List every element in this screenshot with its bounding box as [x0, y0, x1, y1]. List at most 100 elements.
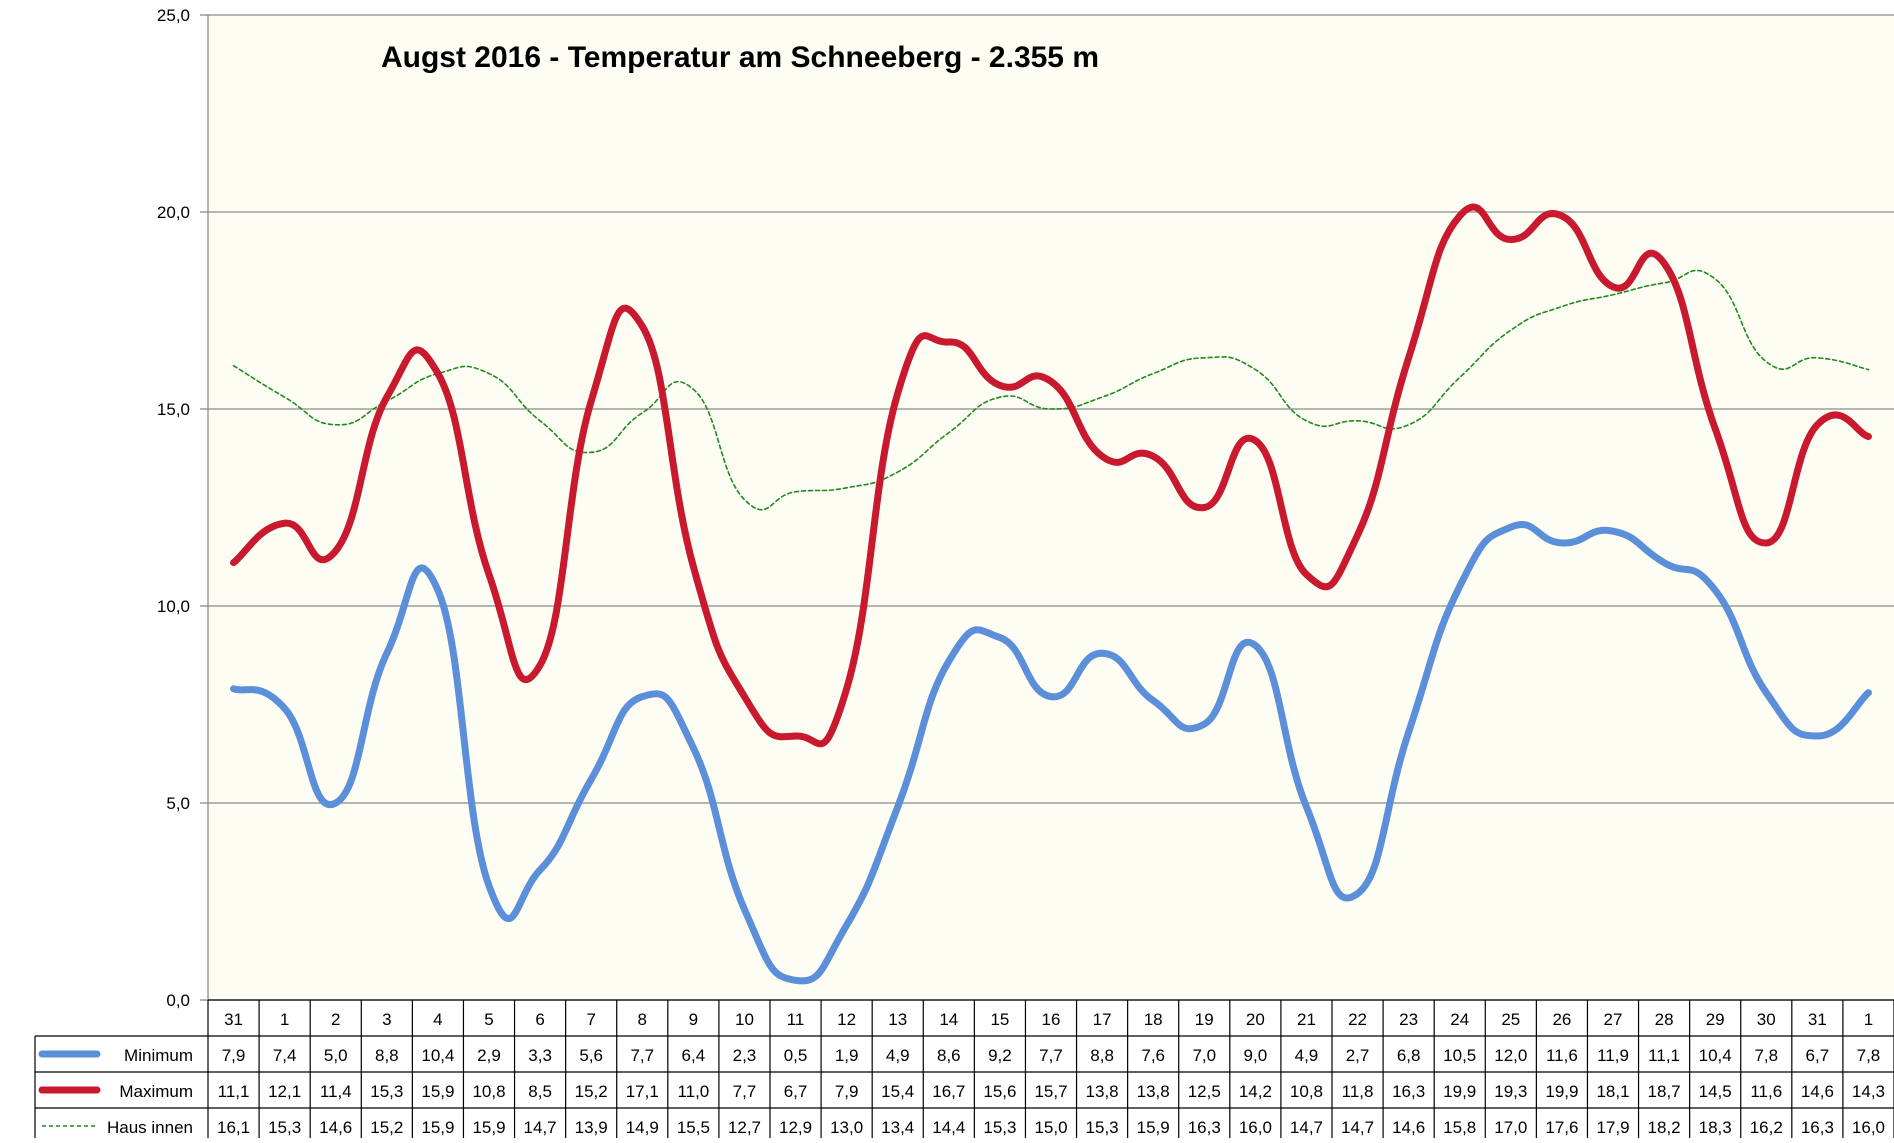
table-cell: 15,0	[1034, 1118, 1067, 1137]
table-cell: 7,7	[630, 1046, 654, 1065]
chart-title: Augst 2016 - Temperatur am Schneeberg - …	[381, 41, 1099, 74]
table-cell: 11,4	[320, 1082, 352, 1101]
table-cell: 14,4	[932, 1118, 965, 1137]
table-cell: 12,0	[1494, 1046, 1527, 1065]
y-tick-label: 25,0	[157, 6, 190, 25]
table-cell: 15,6	[983, 1082, 1016, 1101]
table-cell: 7,6	[1141, 1046, 1165, 1065]
category-label: 25	[1501, 1010, 1520, 1029]
table-cell: 14,7	[524, 1118, 557, 1137]
table-cell: 14,2	[1239, 1082, 1272, 1101]
y-tick-label: 0,0	[166, 991, 190, 1010]
table-cell: 10,4	[421, 1046, 454, 1065]
table-cell: 7,9	[835, 1082, 859, 1101]
table-cell: 16,3	[1188, 1118, 1221, 1137]
table-cell: 15,8	[1443, 1118, 1476, 1137]
table-cell: 12,9	[779, 1118, 812, 1137]
table-cell: 15,9	[1137, 1118, 1170, 1137]
table-cell: 2,9	[477, 1046, 501, 1065]
table-cell: 8,5	[528, 1082, 552, 1101]
table-cell: 7,9	[222, 1046, 246, 1065]
table-cell: 15,9	[421, 1082, 454, 1101]
table-cell: 11,1	[1648, 1046, 1680, 1065]
category-label: 16	[1042, 1010, 1061, 1029]
category-label: 12	[837, 1010, 856, 1029]
table-cell: 14,6	[319, 1118, 352, 1137]
table-cell: 15,3	[1086, 1118, 1119, 1137]
table-cell: 3,3	[528, 1046, 552, 1065]
table-cell: 18,7	[1648, 1082, 1681, 1101]
table-cell: 15,4	[881, 1082, 914, 1101]
y-tick-label: 15,0	[157, 400, 190, 419]
table-cell: 14,7	[1341, 1118, 1374, 1137]
category-label: 21	[1297, 1010, 1316, 1029]
category-label: 7	[586, 1010, 595, 1029]
table-cell: 9,2	[988, 1046, 1012, 1065]
category-label: 30	[1757, 1010, 1776, 1029]
table-cell: 7,8	[1857, 1046, 1881, 1065]
table-cell: 16,2	[1750, 1118, 1783, 1137]
table-cell: 16,7	[932, 1082, 965, 1101]
table-cell: 11,6	[1546, 1046, 1578, 1065]
table-cell: 18,3	[1699, 1118, 1732, 1137]
y-tick-label: 5,0	[166, 794, 190, 813]
table-cell: 15,7	[1034, 1082, 1067, 1101]
table-cell: 0,5	[784, 1046, 808, 1065]
table-cell: 15,5	[677, 1118, 710, 1137]
table-cell: 1,9	[835, 1046, 859, 1065]
category-label: 26	[1552, 1010, 1571, 1029]
table-cell: 10,8	[1290, 1082, 1323, 1101]
category-label: 4	[433, 1010, 442, 1029]
table-cell: 6,7	[1806, 1046, 1830, 1065]
table-cell: 16,0	[1852, 1118, 1885, 1137]
table-cell: 16,0	[1239, 1118, 1272, 1137]
table-cell: 16,3	[1801, 1118, 1834, 1137]
table-cell: 14,5	[1699, 1082, 1732, 1101]
table-cell: 9,0	[1244, 1046, 1268, 1065]
category-label: 1	[1864, 1010, 1873, 1029]
table-cell: 15,2	[370, 1118, 403, 1137]
table-cell: 11,9	[1597, 1046, 1629, 1065]
table-cell: 10,8	[472, 1082, 505, 1101]
y-tick-label: 10,0	[157, 597, 190, 616]
table-cell: 7,0	[1192, 1046, 1216, 1065]
table-cell: 14,9	[626, 1118, 659, 1137]
table-cell: 17,9	[1596, 1118, 1629, 1137]
category-label: 9	[689, 1010, 698, 1029]
table-cell: 7,7	[733, 1082, 757, 1101]
table-cell: 13,9	[575, 1118, 608, 1137]
table-cell: 13,8	[1086, 1082, 1119, 1101]
table-cell: 12,7	[728, 1118, 761, 1137]
table-cell: 15,3	[983, 1118, 1016, 1137]
category-label: 22	[1348, 1010, 1367, 1029]
table-cell: 15,9	[421, 1118, 454, 1137]
table-cell: 14,6	[1801, 1082, 1834, 1101]
table-cell: 15,9	[472, 1118, 505, 1137]
table-cell: 2,3	[733, 1046, 757, 1065]
category-label: 11	[787, 1010, 805, 1029]
table-cell: 13,0	[830, 1118, 863, 1137]
table-cell: 14,3	[1852, 1082, 1885, 1101]
table-cell: 17,6	[1545, 1118, 1578, 1137]
table-cell: 17,1	[626, 1082, 659, 1101]
table-cell: 18,2	[1648, 1118, 1681, 1137]
table-cell: 12,5	[1188, 1082, 1221, 1101]
category-label: 13	[888, 1010, 907, 1029]
category-label: 29	[1706, 1010, 1725, 1029]
table-cell: 8,6	[937, 1046, 961, 1065]
table-cell: 11,0	[677, 1082, 709, 1101]
category-label: 24	[1450, 1010, 1469, 1029]
table-cell: 8,8	[375, 1046, 399, 1065]
category-label: 31	[1808, 1010, 1827, 1029]
table-cell: 4,9	[886, 1046, 910, 1065]
table-cell: 16,1	[217, 1118, 250, 1137]
table-cell: 13,4	[881, 1118, 914, 1137]
table-cell: 16,3	[1392, 1082, 1425, 1101]
table-cell: 6,4	[682, 1046, 706, 1065]
category-label: 3	[382, 1010, 391, 1029]
table-cell: 7,4	[273, 1046, 297, 1065]
table-cell: 15,3	[370, 1082, 403, 1101]
table-cell: 19,9	[1443, 1082, 1476, 1101]
